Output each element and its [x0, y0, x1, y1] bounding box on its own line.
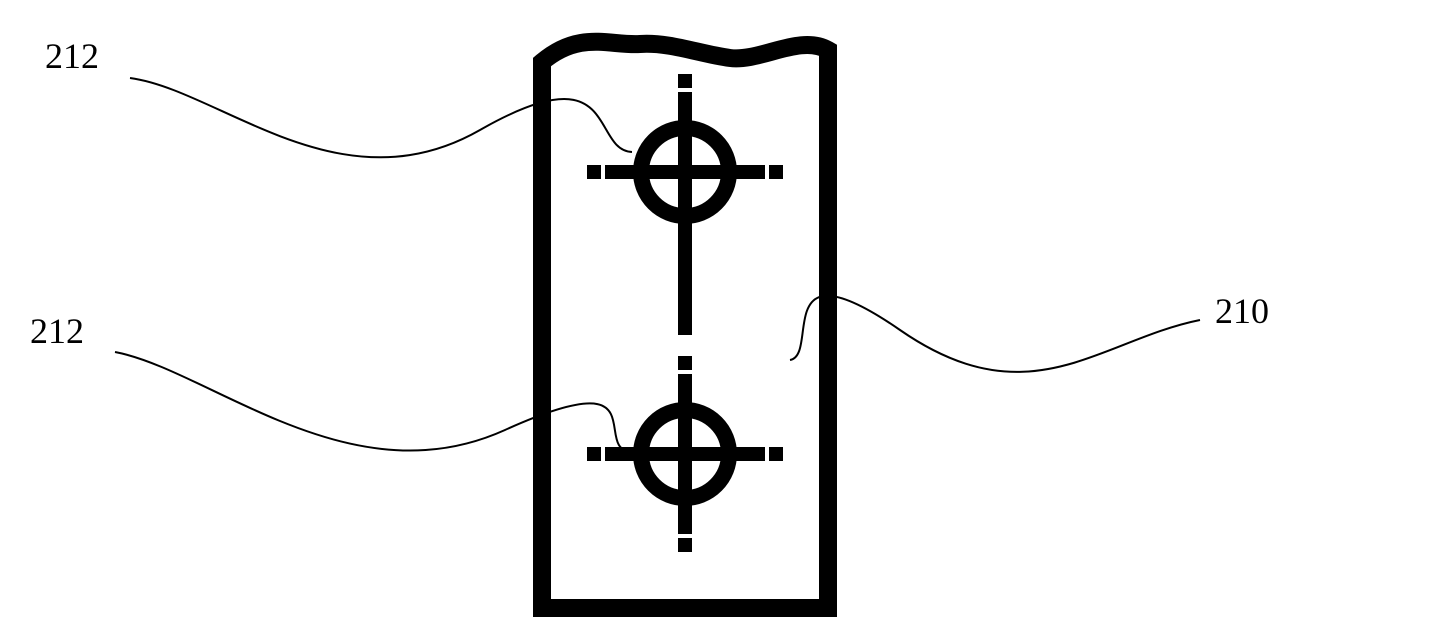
- label-212-top: 212: [45, 35, 99, 77]
- leader-line-210: [790, 296, 1200, 372]
- label-210: 210: [1215, 290, 1269, 332]
- technical-diagram: 212 212 210: [0, 0, 1450, 632]
- leader-line-212-top: [130, 78, 632, 157]
- label-212-bottom: 212: [30, 310, 84, 352]
- crosshair-symbol-bottom: [587, 356, 783, 552]
- leader-line-212-bottom: [115, 352, 632, 452]
